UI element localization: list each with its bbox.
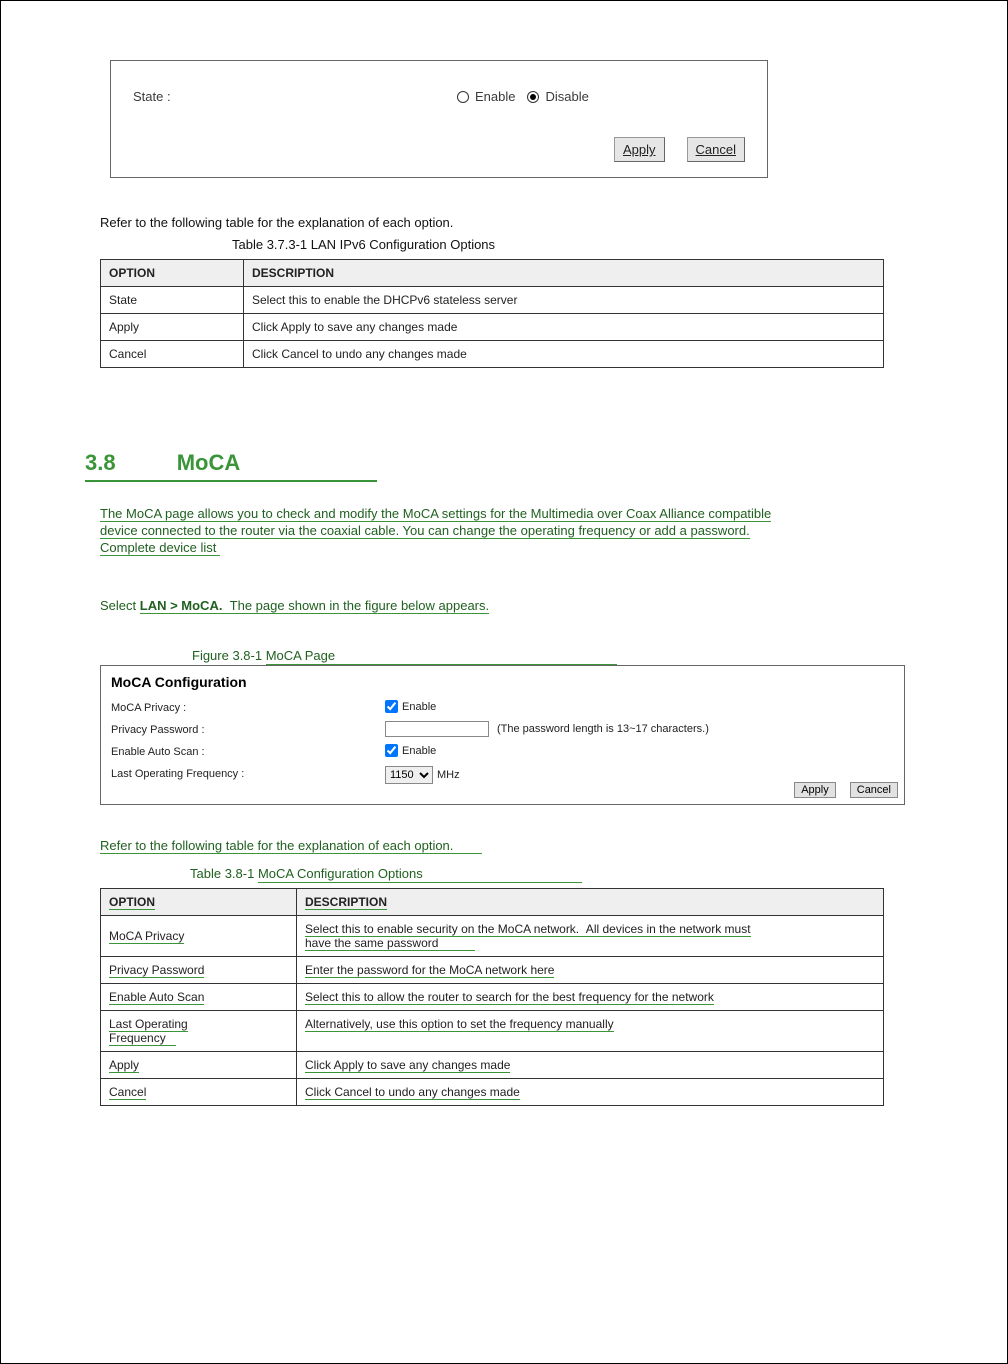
- table-row: Last OperatingFrequency Alternatively, u…: [101, 1011, 884, 1052]
- ipv6-state-panel: State : Enable Disable Apply Cancel: [110, 60, 768, 178]
- col-description: DESCRIPTION: [244, 260, 884, 287]
- section-title: MoCA: [177, 450, 241, 475]
- ipv6-options-table: OPTION DESCRIPTION State Select this to …: [100, 259, 884, 368]
- auto-scan-text: Enable: [402, 745, 436, 757]
- privacy-password-input[interactable]: [385, 721, 489, 737]
- section-number: 3.8: [85, 450, 116, 475]
- table2-caption: Table 3.8-1 MoCA Configuration Options: [190, 866, 582, 881]
- table2-instruction: Refer to the following table for the exp…: [100, 838, 482, 855]
- col-option: OPTION: [101, 260, 244, 287]
- last-freq-unit: MHz: [437, 769, 460, 781]
- moca-privacy-label: MoCA Privacy :: [111, 702, 186, 714]
- table1-caption: Table 3.7.3-1 LAN IPv6 Configuration Opt…: [232, 237, 495, 252]
- col-option: OPTION: [101, 889, 297, 916]
- cancel-button[interactable]: Cancel: [687, 137, 745, 162]
- col-description: DESCRIPTION: [297, 889, 884, 916]
- table1-instruction: Refer to the following table for the exp…: [100, 215, 453, 230]
- disable-radio-label: Disable: [545, 89, 588, 104]
- table-row: Cancel Click Cancel to undo any changes …: [101, 341, 884, 368]
- figure-caption: Figure 3.8-1 MoCA Page: [192, 648, 617, 663]
- state-label: State :: [133, 89, 171, 104]
- section-intro: The MoCA page allows you to check and mo…: [100, 506, 920, 557]
- last-freq-label: Last Operating Frequency :: [111, 768, 244, 780]
- table-row: Cancel Click Cancel to undo any changes …: [101, 1079, 884, 1106]
- table-row: Apply Click Apply to save any changes ma…: [101, 314, 884, 341]
- enable-radio[interactable]: [457, 91, 469, 103]
- moca-config-title: MoCA Configuration: [111, 674, 247, 690]
- section-heading: 3.8 MoCA: [85, 450, 377, 482]
- table-row: Apply Click Apply to save any changes ma…: [101, 1052, 884, 1079]
- table-row: Privacy Password Enter the password for …: [101, 957, 884, 984]
- auto-scan-checkbox[interactable]: [385, 744, 398, 757]
- table-row: MoCA Privacy Select this to enable secur…: [101, 916, 884, 957]
- table-row: Enable Auto Scan Select this to allow th…: [101, 984, 884, 1011]
- moca-privacy-checkbox[interactable]: [385, 700, 398, 713]
- moca-options-table: OPTION DESCRIPTION MoCA Privacy Select t…: [100, 888, 884, 1106]
- table-row: State Select this to enable the DHCPv6 s…: [101, 287, 884, 314]
- auto-scan-label: Enable Auto Scan :: [111, 746, 205, 758]
- moca-apply-button[interactable]: Apply: [794, 782, 836, 798]
- privacy-password-label: Privacy Password :: [111, 724, 205, 736]
- apply-button[interactable]: Apply: [614, 137, 665, 162]
- moca-privacy-text: Enable: [402, 701, 436, 713]
- disable-radio[interactable]: [527, 91, 539, 103]
- last-freq-select[interactable]: 1150: [385, 766, 433, 784]
- moca-cancel-button[interactable]: Cancel: [850, 782, 898, 798]
- section-nav: Select LAN > MoCA. The page shown in the…: [100, 598, 489, 615]
- enable-radio-label: Enable: [475, 89, 515, 104]
- moca-config-panel: MoCA Configuration MoCA Privacy : Enable…: [100, 665, 905, 805]
- privacy-password-hint: (The password length is 13~17 characters…: [497, 723, 709, 735]
